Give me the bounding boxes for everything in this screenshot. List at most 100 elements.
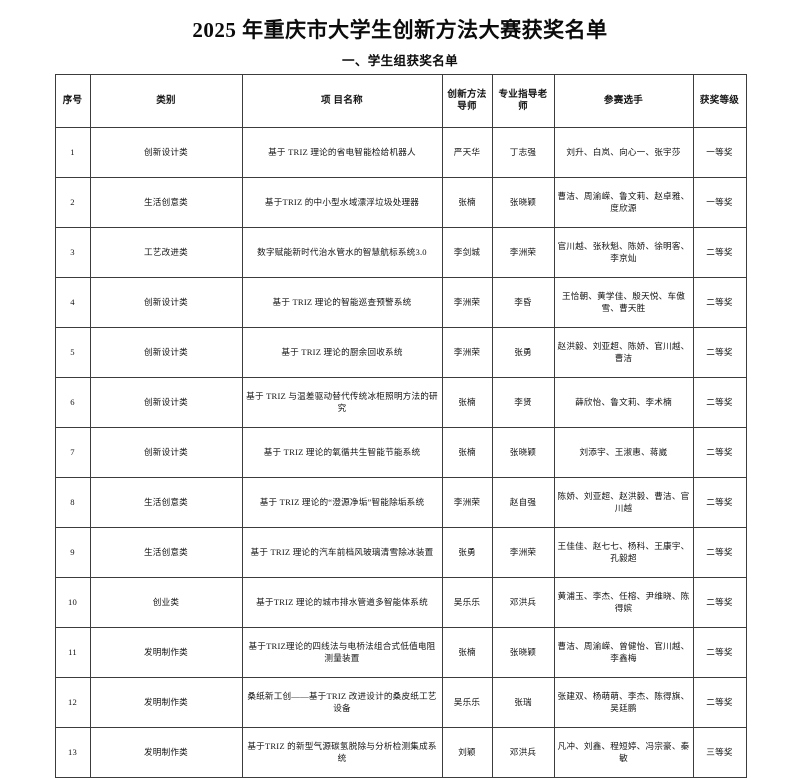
cell-category: 创新设计类 [89,127,243,179]
cell-professional-mentor: 丁志强 [491,127,555,179]
table-body: 1 创新设计类 基于 TRIZ 理论的省电智能检给机器人 严天华 丁志强 刘升、白岚、向心… [54,127,747,778]
cell-level: 二等奖 [692,627,747,679]
cell-innovation-mentor: 李洲荣 [441,477,493,529]
cell-category: 生活创意类 [89,177,243,229]
cell-level: 二等奖 [692,527,747,579]
cell-index: 7 [54,427,91,479]
cell-professional-mentor: 邓洪兵 [491,577,555,629]
cell-level: 三等奖 [692,727,747,778]
table-row: 1 创新设计类 基于 TRIZ 理论的省电智能检给机器人 严天华 丁志强 刘升、白岚、向心… [54,127,747,179]
cell-level: 二等奖 [692,377,747,429]
cell-members: 凡冲、刘鑫、程短婷、冯宗豪、秦敏 [553,727,694,778]
cell-index: 12 [54,677,91,729]
cell-members: 曹洁、周渝嵘、鲁文莉、赵卓雅、度欣源 [553,177,694,229]
cell-innovation-mentor: 李剑城 [441,227,493,279]
table-row: 5 创新设计类 基于 TRIZ 理论的厨余回收系统 李洲荣 张勇 赵洪毅、刘亚超、陈娇、官… [54,327,747,379]
cell-category: 创新设计类 [89,427,243,479]
cell-level: 二等奖 [692,577,747,629]
table-row: 10 创业类 基于TRIZ 理论的城市排水管道多智能体系统 吴乐乐 邓洪兵 黄浦玉、李杰、… [54,577,747,629]
cell-category: 创新设计类 [89,327,243,379]
cell-innovation-mentor: 张楠 [441,627,493,679]
cell-category: 创新设计类 [89,377,243,429]
cell-index: 13 [54,727,91,778]
column-header-level: 获奖等级 [692,74,747,129]
cell-category: 发明制作类 [89,627,243,679]
cell-professional-mentor: 李洲荣 [491,227,555,279]
cell-index: 5 [54,327,91,379]
cell-project: 数字赋能新时代治水管水的智慧航标系统3.0 [241,227,443,279]
cell-project: 基于 TRIZ 理论的氧循共生智能节能系统 [241,427,443,479]
cell-level: 二等奖 [692,277,747,329]
cell-professional-mentor: 李昏 [491,277,555,329]
cell-project: 基于 TRIZ 与温差驱动替代传统冰柜照明方法的研究 [241,377,443,429]
cell-project: 基于 TRIZ 理论的省电智能检给机器人 [241,127,443,179]
cell-level: 二等奖 [692,427,747,479]
table-header: 序号 类别 项 目名称 创新方法导师 专业指导老师 参赛选手 获奖等级 [54,74,747,129]
cell-members: 赵洪毅、刘亚超、陈娇、官川越、曹洁 [553,327,694,379]
cell-index: 6 [54,377,91,429]
column-header-members: 参赛选手 [553,74,694,129]
cell-innovation-mentor: 吴乐乐 [441,577,493,629]
cell-members: 陈娇、刘亚超、赵洪毅、曹洁、官川越 [553,477,694,529]
table-row: 7 创新设计类 基于 TRIZ 理论的氧循共生智能节能系统 张楠 张晓颖 刘添宇、王淑惠、… [54,427,747,479]
cell-category: 创新设计类 [89,277,243,329]
table-row: 6 创新设计类 基于 TRIZ 与温差驱动替代传统冰柜照明方法的研究 张楠 李贤 薛欣怡、… [54,377,747,429]
cell-project: 基于TRIZ 理论的城市排水管道多智能体系统 [241,577,443,629]
column-header-category: 类别 [89,74,243,129]
cell-professional-mentor: 张晓颖 [491,177,555,229]
table-row: 8 生活创意类 基于 TRIZ 理论的“澄源净垢”智能除垢系统 李洲荣 赵自强 陈娇、刘亚… [54,477,747,529]
column-header-project: 项 目名称 [241,74,443,129]
award-table-container: 序号 类别 项 目名称 创新方法导师 专业指导老师 参赛选手 获奖等级 1 创新设… [54,74,747,778]
cell-innovation-mentor: 吴乐乐 [441,677,493,729]
cell-project: 基于 TRIZ 理论的“澄源净垢”智能除垢系统 [241,477,443,529]
cell-project: 基于 TRIZ 理论的汽车前档风玻璃清雪除冰装置 [241,527,443,579]
cell-project: 基于TRIZ 的新型气源碳氢脱除与分析检测集成系统 [241,727,443,778]
cell-project: 基于TRIZ理论的四线法与电桥法组合式低值电阻测量装置 [241,627,443,679]
cell-level: 一等奖 [692,177,747,229]
cell-level: 一等奖 [692,127,747,179]
table-row: 9 生活创意类 基于 TRIZ 理论的汽车前档风玻璃清雪除冰装置 张勇 李洲荣 王佳佳、赵… [54,527,747,579]
column-header-innovation-mentor: 创新方法导师 [441,74,493,129]
table-row: 2 生活创意类 基于TRIZ 的中小型水域漂浮垃圾处理器 张楠 张晓颖 曹洁、周渝嵘、鲁文… [54,177,747,229]
cell-index: 3 [54,227,91,279]
column-header-no: 序号 [54,74,91,129]
cell-index: 1 [54,127,91,179]
cell-level: 二等奖 [692,227,747,279]
cell-category: 生活创意类 [89,477,243,529]
cell-category: 发明制作类 [89,727,243,778]
cell-members: 王佳佳、赵七七、杨科、王康宇、孔毅超 [553,527,694,579]
table-row: 11 发明制作类 基于TRIZ理论的四线法与电桥法组合式低值电阻测量装置 张楠 张晓颖曹… [54,627,747,679]
section-subtitle: 一、学生组获奖名单 [341,54,459,69]
cell-index: 2 [54,177,91,229]
cell-project: 基于TRIZ 的中小型水域漂浮垃圾处理器 [241,177,443,229]
document-page: 2025 年重庆市大学生创新方法大赛获奖名单 一、学生组获奖名单 序号 类别 项… [0,16,800,778]
cell-level: 二等奖 [692,677,747,729]
cell-innovation-mentor: 张楠 [441,377,493,429]
cell-professional-mentor: 张勇 [491,327,555,379]
cell-professional-mentor: 李贤 [491,377,555,429]
cell-level: 二等奖 [692,327,747,379]
table-row: 12 发明制作类 桑纸新工创——基于TRIZ 改进设计的桑皮纸工艺设备 吴乐乐 张瑞 张建… [54,677,747,729]
cell-innovation-mentor: 刘颖 [441,727,493,778]
cell-index: 9 [54,527,91,579]
table-header-row: 序号 类别 项 目名称 创新方法导师 专业指导老师 参赛选手 获奖等级 [54,74,747,129]
cell-index: 10 [54,577,91,629]
cell-members: 官川越、张秋魁、陈娇、徐明客、李京灿 [553,227,694,279]
page-title: 2025 年重庆市大学生创新方法大赛获奖名单 [192,18,608,42]
cell-index: 4 [54,277,91,329]
cell-members: 曹洁、周渝嵘、曾健怡、官川越、李鑫梅 [553,627,694,679]
cell-professional-mentor: 张晓颖 [491,427,555,479]
cell-index: 8 [54,477,91,529]
table-row: 4 创新设计类 基于 TRIZ 理论的智能巡查预警系统 李洲荣 李昏 王恰朝、黄学佳、殷天… [54,277,747,329]
cell-innovation-mentor: 张勇 [441,527,493,579]
cell-project: 基于 TRIZ 理论的厨余回收系统 [241,327,443,379]
cell-professional-mentor: 张晓颖 [491,627,555,679]
award-table: 序号 类别 项 目名称 创新方法导师 专业指导老师 参赛选手 获奖等级 1 创新设… [54,74,747,778]
cell-members: 张建双、杨萌萌、李杰、陈得旗、吴廷鹏 [553,677,694,729]
cell-members: 王恰朝、黄学佳、殷天悦、车傲雪、曹天胜 [553,277,694,329]
table-row: 3 工艺改进类 数字赋能新时代治水管水的智慧航标系统3.0 李剑城 李洲荣 官川越、张秋魁… [54,227,747,279]
cell-innovation-mentor: 张楠 [441,427,493,479]
cell-professional-mentor: 李洲荣 [491,527,555,579]
cell-innovation-mentor: 严天华 [441,127,493,179]
cell-index: 11 [54,627,91,679]
